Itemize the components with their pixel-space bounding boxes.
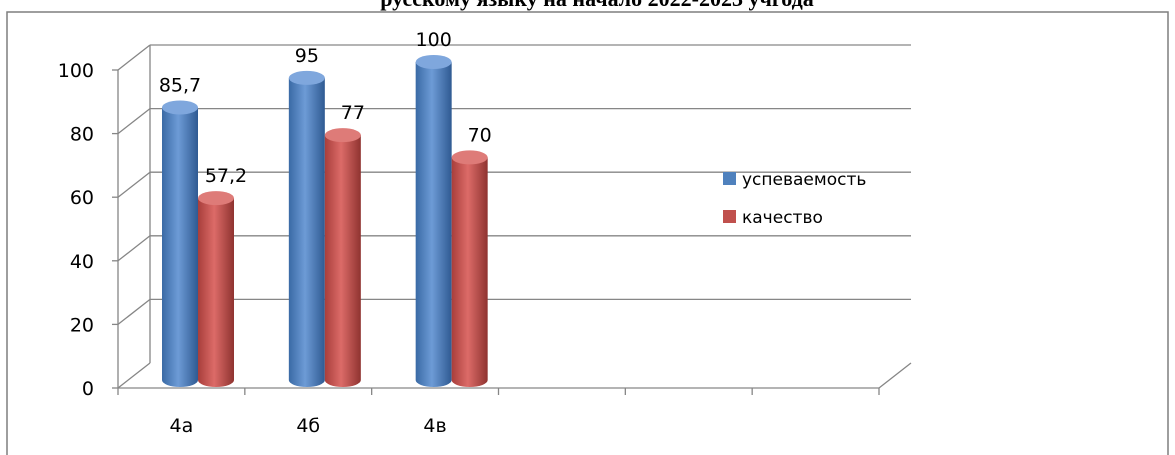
bar-body xyxy=(198,198,234,387)
bar-body xyxy=(324,135,361,388)
bar-top xyxy=(288,70,325,85)
bar-top xyxy=(198,191,234,206)
legend-label-kachestvo: качество xyxy=(742,208,823,228)
bar-kachestvo-1 xyxy=(324,128,361,388)
legend-swatch-kachestvo xyxy=(723,210,736,223)
x-tick-label: 4в xyxy=(423,415,446,437)
floor-diagonal xyxy=(117,362,151,389)
data-label-kachestvo-2: 70 xyxy=(468,124,492,146)
data-label-uspevaemost-1: 95 xyxy=(295,45,319,67)
y-tick-label: 60 xyxy=(70,187,94,209)
bar-body xyxy=(288,77,325,388)
bar-uspevaemost-1 xyxy=(288,70,325,388)
y-tick-label: 100 xyxy=(58,60,94,82)
gridline-diagonal xyxy=(117,108,151,135)
bar-kachestvo-0 xyxy=(198,191,234,387)
bar-body xyxy=(451,157,488,388)
data-label-kachestvo-1: 77 xyxy=(341,102,365,124)
floor-edge xyxy=(118,362,912,389)
chart-frame xyxy=(6,11,1169,455)
bar-body xyxy=(162,107,198,387)
data-labels: 85,7 95 100 57,2 77 70 xyxy=(159,29,492,187)
x-tick-label: 4б xyxy=(296,415,320,437)
axes: 0 20 40 60 80 100 4а 4б 4в xyxy=(58,60,912,437)
legend: успеваемость качество xyxy=(723,170,866,228)
bar-body xyxy=(415,62,452,388)
y-tick-label: 40 xyxy=(70,251,94,273)
data-label-uspevaemost-2: 100 xyxy=(416,29,452,51)
y-tick-label: 0 xyxy=(82,378,94,400)
bar-top xyxy=(415,55,452,69)
chart-title: русскому языку на начало 2022-2023 учгод… xyxy=(380,0,814,11)
x-tick-label: 4а xyxy=(170,415,194,437)
bar-kachestvo-2 xyxy=(451,150,488,388)
data-label-uspevaemost-0: 85,7 xyxy=(159,74,201,96)
gridlines xyxy=(117,44,911,363)
gridline-diagonal xyxy=(117,235,151,262)
gridline-diagonal xyxy=(117,298,151,325)
data-label-kachestvo-0: 57,2 xyxy=(205,165,247,187)
bar-uspevaemost-2 xyxy=(415,55,452,388)
legend-label-uspevaemost: успеваемость xyxy=(742,170,866,190)
bar-uspevaemost-0 xyxy=(162,100,198,387)
legend-swatch-uspevaemost xyxy=(723,172,736,185)
bar-top xyxy=(162,100,198,115)
gridline-diagonal xyxy=(117,44,151,71)
bar-top xyxy=(324,128,361,143)
gridline-diagonal xyxy=(117,171,151,198)
bar-top xyxy=(451,150,488,165)
bars xyxy=(162,55,488,388)
y-tick-label: 20 xyxy=(70,314,94,336)
y-tick-label: 80 xyxy=(70,124,94,146)
